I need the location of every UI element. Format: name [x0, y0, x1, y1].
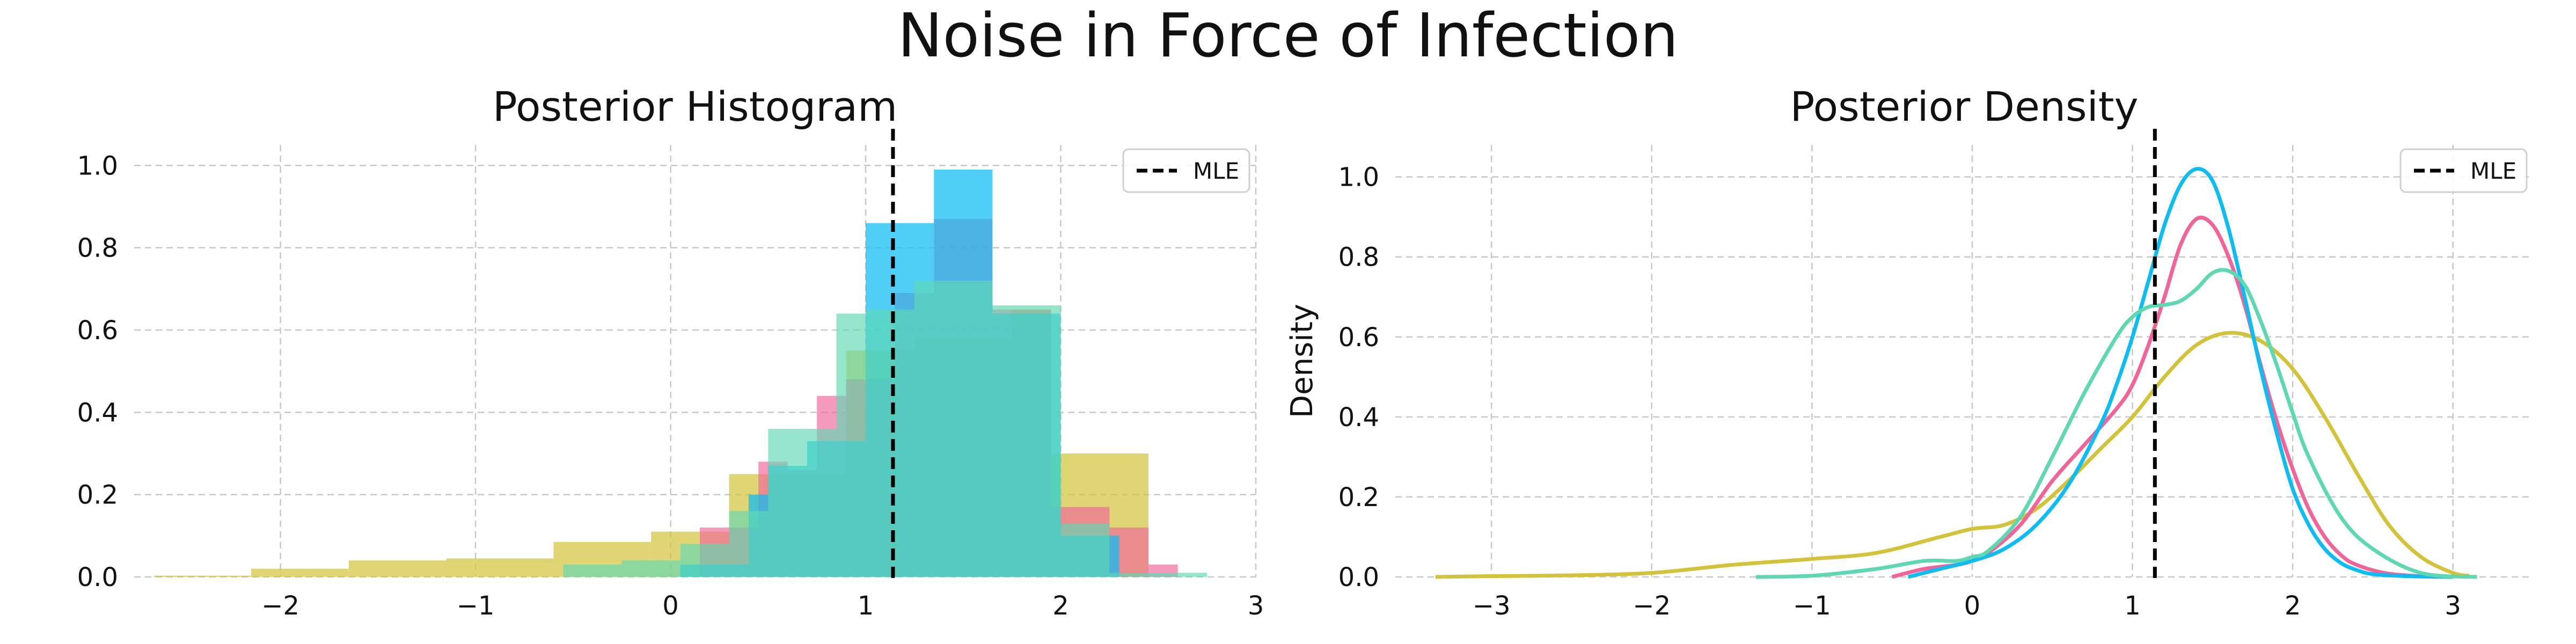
density-y-axis-label: Density [1285, 304, 1320, 418]
y-tick-label: 0.2 [77, 480, 118, 510]
histogram-bar-teal [866, 309, 914, 577]
x-tick-label: 1 [2124, 591, 2141, 621]
histogram-x-ticks: −2 −1 0 1 2 3 [261, 591, 1264, 621]
density-curves [1435, 167, 2477, 579]
density-grid [1395, 145, 2533, 578]
density-title: Posterior Density [1790, 83, 2139, 130]
y-tick-label: 0.2 [1338, 482, 1379, 513]
x-tick-label: 3 [1248, 591, 1264, 621]
density-curve-olive [1435, 331, 2470, 579]
x-tick-label: 0 [662, 591, 679, 621]
x-tick-label: −3 [1473, 591, 1511, 621]
histogram-legend-box [1122, 148, 1250, 193]
density-curve-blue [1907, 167, 2453, 579]
figure-title: Noise in Force of Infection [898, 1, 1679, 71]
histogram-bars [153, 170, 1208, 577]
density-panel: −3 −2 −1 0 1 2 3 0.0 0.2 0.4 0.6 0.8 1.0 Posterior … [1285, 83, 2533, 621]
histogram-bar-teal [768, 429, 837, 577]
y-tick-label: 0.8 [1338, 243, 1379, 273]
histogram-bar-teal [836, 313, 866, 577]
histogram-panel: −2 −1 0 1 2 3 0.0 0.2 0.4 0.6 0.8 1.0 Posterior Hi… [77, 83, 1264, 621]
histogram-bar-teal [729, 511, 769, 577]
x-tick-label: −1 [457, 591, 495, 621]
y-tick-label: 1.0 [1338, 163, 1379, 193]
x-tick-label: 2 [2285, 591, 2301, 621]
y-tick-label: 0.0 [1338, 562, 1379, 592]
histogram-bar-teal [621, 560, 680, 577]
histogram-legend-mle-label: MLE [1193, 158, 1239, 184]
x-tick-label: 0 [1964, 591, 1981, 621]
x-tick-label: −2 [1633, 591, 1671, 621]
histogram-bar-olive [446, 558, 554, 577]
y-tick-label: 0.0 [77, 562, 118, 592]
y-tick-label: 1.0 [77, 151, 118, 181]
x-tick-label: 3 [2445, 591, 2461, 621]
density-x-ticks: −3 −2 −1 0 1 2 3 [1473, 591, 2461, 621]
density-curve-pink [1891, 215, 2438, 579]
histogram-title: Posterior Histogram [493, 83, 897, 130]
histogram-bar-teal [680, 544, 729, 577]
x-tick-label: 2 [1052, 591, 1069, 621]
density-legend-mle-label: MLE [2470, 158, 2516, 184]
density-curve-teal [1755, 268, 2477, 579]
x-tick-label: 1 [858, 591, 874, 621]
density-legend: MLE [2399, 148, 2528, 193]
histogram-bar-teal [992, 305, 1061, 577]
y-tick-label: 0.8 [77, 233, 118, 264]
y-tick-label: 0.6 [1338, 323, 1379, 353]
x-tick-label: −2 [261, 591, 299, 621]
x-tick-label: −1 [1793, 591, 1831, 621]
y-tick-label: 0.6 [77, 316, 118, 346]
histogram-y-ticks: 0.0 0.2 0.4 0.6 0.8 1.0 [77, 151, 118, 592]
histogram-bar-olive [251, 568, 349, 577]
y-tick-label: 0.4 [77, 398, 118, 428]
histogram-bar-teal [563, 565, 622, 577]
density-legend-box [2399, 148, 2528, 193]
density-y-ticks: 0.0 0.2 0.4 0.6 0.8 1.0 [1338, 163, 1379, 592]
histogram-bar-teal [914, 281, 993, 577]
histogram-bar-olive [153, 575, 252, 577]
histogram-bar-olive [348, 560, 447, 577]
histogram-legend: MLE [1122, 148, 1250, 193]
histogram-bar-teal [1060, 523, 1110, 577]
y-tick-label: 0.4 [1338, 402, 1379, 433]
histogram-bar-teal [1109, 573, 1208, 577]
